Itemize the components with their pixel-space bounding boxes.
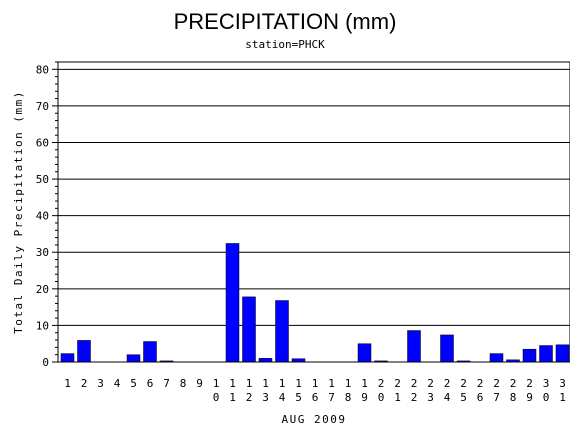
x-tick-label: 1 (345, 377, 352, 390)
x-tick-label: 1 (279, 377, 286, 390)
y-tick-label: 0 (42, 356, 49, 369)
x-tick-label: 1 (64, 377, 71, 390)
y-axis-label: Total Daily Precipitation (mm) (12, 90, 25, 334)
x-tick-label: 9 (196, 377, 203, 390)
x-tick-label: 9 (361, 391, 368, 404)
x-tick-label: 2 (460, 377, 467, 390)
x-tick-label: 0 (543, 391, 550, 404)
x-tick-label: 2 (246, 391, 253, 404)
x-tick-label: 1 (361, 377, 368, 390)
x-tick-label: 2 (444, 377, 451, 390)
bar (242, 296, 256, 363)
x-tick-label: 7 (328, 391, 335, 404)
bar (126, 354, 141, 363)
x-tick-label: 1 (295, 377, 302, 390)
x-tick-label: 2 (394, 377, 401, 390)
x-tick-label: 8 (180, 377, 187, 390)
x-tick-label: 2 (411, 377, 418, 390)
x-tick-label: 5 (460, 391, 467, 404)
x-tick-label: 6 (477, 391, 484, 404)
x-tick-label: 2 (526, 377, 533, 390)
x-tick-label: 5 (130, 377, 137, 390)
x-tick-label: 3 (262, 391, 269, 404)
y-tick-label: 60 (36, 136, 49, 149)
bar (258, 358, 273, 363)
x-tick-label: 2 (477, 377, 484, 390)
x-tick-label: 7 (493, 391, 500, 404)
x-tick-label: 4 (279, 391, 286, 404)
bar (77, 340, 91, 363)
x-tick-label: 3 (543, 377, 550, 390)
x-tick-label: 2 (427, 377, 434, 390)
x-tick-label: 1 (262, 377, 269, 390)
x-tick-label: 4 (114, 377, 121, 390)
x-tick-label: 1 (213, 377, 220, 390)
x-tick-label: 1 (229, 391, 236, 404)
y-tick-label: 50 (36, 173, 49, 186)
x-tick-label: 3 (427, 391, 434, 404)
y-tick-label: 70 (36, 100, 49, 113)
x-tick-label: 1 (312, 377, 319, 390)
x-tick-label: 9 (526, 391, 533, 404)
x-tick-label: 8 (510, 391, 517, 404)
x-tick-label: 1 (559, 391, 566, 404)
x-tick-label: 6 (312, 391, 319, 404)
bar (225, 243, 240, 363)
x-tick-label: 2 (510, 377, 517, 390)
chart-subtitle: station=PHCK (245, 38, 325, 51)
x-tick-label: 0 (378, 391, 385, 404)
x-tick-label: 1 (246, 377, 253, 390)
bar (407, 330, 421, 363)
x-tick-label: 1 (394, 391, 401, 404)
bar (60, 353, 75, 363)
bar (539, 345, 553, 363)
bar (440, 334, 454, 363)
x-axis: 1 2 3 4 5 6 7 8 9 1011121314151617181920212223242… (64, 377, 566, 404)
chart-title: PRECIPITATION (mm) (174, 9, 397, 34)
x-tick-label: 1 (328, 377, 335, 390)
grid-lines (58, 68, 570, 326)
x-tick-label: 7 (163, 377, 170, 390)
y-tick-label: 80 (36, 63, 49, 76)
plot-area (57, 61, 570, 363)
x-tick-label: 4 (444, 391, 451, 404)
y-tick-label: 10 (36, 319, 49, 332)
bar (275, 300, 289, 363)
x-tick-label: 0 (213, 391, 220, 404)
y-tick-label: 30 (36, 246, 49, 259)
x-tick-label: 2 (493, 377, 500, 390)
y-tick-label: 40 (36, 210, 49, 223)
x-axis-label: AUG 2009 (282, 413, 347, 426)
x-tick-label: 2 (378, 377, 385, 390)
bar (522, 348, 537, 363)
y-tick-label: 20 (36, 283, 49, 296)
bars (60, 243, 570, 363)
bar (555, 344, 570, 363)
bar (357, 343, 372, 363)
bar (489, 353, 504, 363)
y-axis: 0 10 20 30 40 50 60 70 80 (36, 61, 58, 369)
x-tick-label: 3 (559, 377, 566, 390)
x-tick-label: 1 (229, 377, 236, 390)
x-tick-label: 2 (81, 377, 88, 390)
x-tick-label: 2 (411, 391, 418, 404)
x-tick-label: 3 (97, 377, 104, 390)
x-tick-label: 6 (147, 377, 154, 390)
bar (143, 341, 157, 363)
x-tick-label: 8 (345, 391, 352, 404)
x-tick-label: 5 (295, 391, 302, 404)
